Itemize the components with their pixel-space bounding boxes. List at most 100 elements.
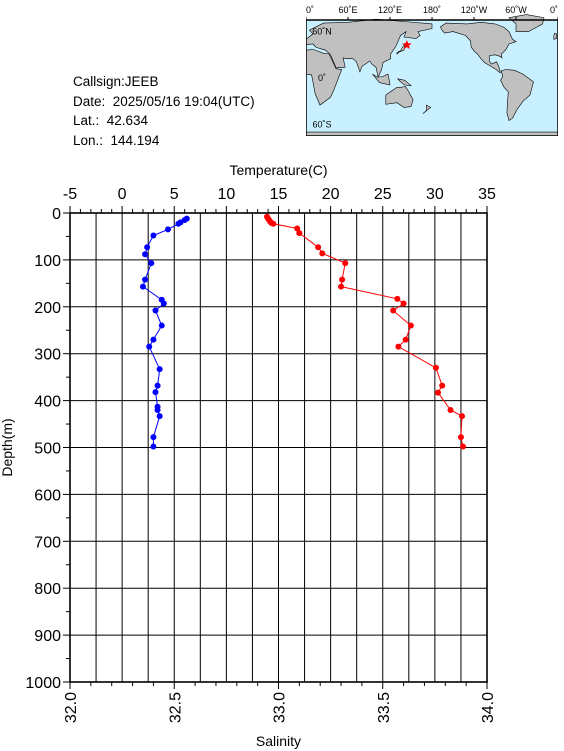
temperature-tick-label: 25 xyxy=(374,186,392,203)
map-latitude-label: 60˚S xyxy=(312,119,331,129)
salinity-series xyxy=(139,215,190,450)
temperature-point xyxy=(407,322,414,329)
salinity-point xyxy=(156,413,163,420)
depth-tick-label: 500 xyxy=(34,441,61,458)
salinity-point xyxy=(152,389,159,396)
salinity-point xyxy=(150,336,157,343)
depth-tick-label: 1000 xyxy=(25,675,61,692)
callsign-label: Callsign:JEEB xyxy=(73,74,159,89)
temperature-point xyxy=(394,295,401,302)
map-longitude-label: 0˚ xyxy=(306,5,314,15)
temperature-point xyxy=(457,434,464,441)
salinity-point xyxy=(150,232,157,239)
depth-tick-label: 100 xyxy=(34,253,61,270)
salinity-tick-label: 33.0 xyxy=(272,692,289,723)
location-map: 0˚ 60˚E 120˚E 180˚ 120˚W 60˚W 0˚ 60˚N 0˚ 60˚S xyxy=(306,5,558,136)
depth-tick-label: 400 xyxy=(34,394,61,411)
salinity-point xyxy=(160,300,167,307)
salinity-point xyxy=(142,251,149,258)
station-info: Callsign:JEEB Date: 2025/05/16 19:04(UTC… xyxy=(73,72,255,150)
temperature-point xyxy=(395,343,402,350)
temperature-tick-label: 15 xyxy=(270,186,288,203)
temperature-point xyxy=(439,382,446,389)
salinity-point xyxy=(156,366,163,373)
temperature-tick-label: 30 xyxy=(426,186,444,203)
temperature-axis-label: Temperature(C) xyxy=(229,162,327,178)
landmass xyxy=(385,86,414,108)
temperature-tick-label: 20 xyxy=(322,186,340,203)
depth-tick-label: 700 xyxy=(34,534,61,551)
salinity-tick-label: 33.5 xyxy=(376,692,393,723)
map-longitude-label: 120˚E xyxy=(378,5,402,15)
temperature-series xyxy=(264,213,467,450)
depth-tick-label: 200 xyxy=(34,300,61,317)
temperature-point xyxy=(447,406,454,413)
depth-tick-label: 300 xyxy=(34,347,61,364)
salinity-point xyxy=(154,406,161,413)
depth-tick-label: 600 xyxy=(34,487,61,504)
temperature-point xyxy=(432,364,439,371)
temperature-point xyxy=(435,389,442,396)
temperature-point xyxy=(390,307,397,314)
grid-lines xyxy=(69,212,488,683)
salinity-line xyxy=(142,218,188,447)
landmass xyxy=(553,32,557,40)
date-label: Date: 2025/05/16 19:04(UTC) xyxy=(73,93,255,109)
temperature-tick-label: 5 xyxy=(170,186,179,203)
map-longitude-label: 180˚ xyxy=(423,5,441,15)
salinity-point xyxy=(146,343,153,350)
salinity-point xyxy=(175,220,182,227)
salinity-point xyxy=(144,244,151,251)
temperature-tick-label: 10 xyxy=(217,186,235,203)
latitude-label: Lat.: 42.634 xyxy=(73,113,149,128)
salinity-point xyxy=(158,322,165,329)
salinity-point xyxy=(152,307,159,314)
temperature-point xyxy=(296,230,303,237)
map-longitude-label: 60˚W xyxy=(505,5,527,15)
temperature-point xyxy=(402,336,409,343)
map-longitude-label: 120˚W xyxy=(461,5,488,15)
temperature-point xyxy=(339,276,346,283)
salinity-point xyxy=(150,434,157,441)
landmass xyxy=(440,21,517,73)
temperature-point xyxy=(460,443,467,450)
depth-tick-label: 0 xyxy=(52,206,61,223)
salinity-tick-label: 32.0 xyxy=(63,692,80,723)
temperature-line xyxy=(266,216,464,447)
temperature-point xyxy=(338,283,345,290)
map-latitude-label: 0˚ xyxy=(318,73,326,83)
depth-axis-label: Depth(m) xyxy=(0,418,15,476)
temperature-tick-label: -5 xyxy=(63,186,77,203)
longitude-label: Lon.: 144.194 xyxy=(73,132,160,148)
salinity-point xyxy=(164,226,171,233)
landmass xyxy=(508,14,545,32)
salinity-point xyxy=(142,276,149,283)
map-latitude-label: 60˚N xyxy=(312,27,332,37)
salinity-axis-label: Salinity xyxy=(256,733,301,749)
landmass xyxy=(396,78,412,87)
landmass xyxy=(306,131,558,136)
star-icon xyxy=(402,40,412,50)
temperature-point xyxy=(294,225,301,232)
salinity-point xyxy=(154,382,161,389)
tick-marks xyxy=(63,206,488,689)
landmass xyxy=(306,49,343,106)
depth-tick-label: 900 xyxy=(34,628,61,645)
temperature-point xyxy=(400,300,407,307)
temperature-tick-label: 0 xyxy=(118,186,127,203)
landmass xyxy=(422,104,432,114)
temperature-point xyxy=(342,260,349,267)
temperature-point xyxy=(319,250,326,257)
temperature-tick-label: 35 xyxy=(478,186,496,203)
salinity-tick-label: 34.0 xyxy=(480,692,497,723)
salinity-point xyxy=(139,283,146,290)
temperature-point xyxy=(270,220,277,227)
salinity-point xyxy=(148,260,155,267)
salinity-point xyxy=(150,443,157,450)
temperature-point xyxy=(315,244,322,251)
map-longitude-label: 0˚ xyxy=(550,5,558,15)
temperature-point xyxy=(458,413,465,420)
landmass xyxy=(372,73,391,86)
landmass xyxy=(500,69,534,121)
